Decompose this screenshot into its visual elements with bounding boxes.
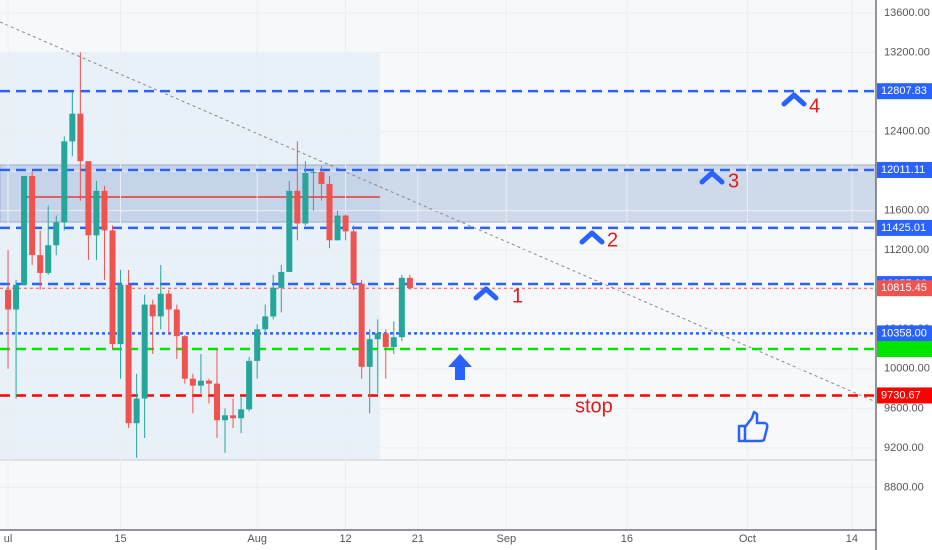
price-label-box xyxy=(877,341,932,358)
x-tick-label: 15 xyxy=(114,533,126,545)
candle-body xyxy=(310,172,317,174)
y-tick-label: 11200.00 xyxy=(884,244,929,256)
annotation: 4 xyxy=(809,95,820,117)
candle-body xyxy=(366,339,373,367)
candle-body xyxy=(141,304,148,399)
annotation: 2 xyxy=(607,229,618,251)
candle-body xyxy=(398,277,405,338)
candle-body xyxy=(334,215,341,241)
candle-body xyxy=(37,255,44,273)
candle-body xyxy=(205,380,212,384)
y-tick-label: 13600.00 xyxy=(884,7,930,19)
price-label: 9730.67 xyxy=(881,389,921,401)
candle-body xyxy=(69,113,76,142)
x-tick-label: 21 xyxy=(412,533,424,545)
annotation: 1 xyxy=(512,285,523,307)
candle-body xyxy=(278,271,285,288)
y-tick-label: 12400.00 xyxy=(884,125,930,137)
price-label: 12011.11 xyxy=(881,164,925,176)
price-label-box xyxy=(877,161,932,178)
up-arrow xyxy=(448,354,472,380)
candle-body xyxy=(342,215,349,232)
price-label-box xyxy=(877,325,932,342)
candle-body xyxy=(133,398,140,424)
x-tick-label: 16 xyxy=(621,533,633,545)
price-label: 11425.01 xyxy=(881,222,926,234)
candle-body xyxy=(238,409,245,419)
candle-body xyxy=(45,245,52,273)
candle-body xyxy=(294,190,301,224)
x-tick-label: Aug xyxy=(247,533,267,545)
y-tick-label: 10000.00 xyxy=(884,363,930,375)
candle-body xyxy=(181,336,188,379)
price-label: 12807.83 xyxy=(881,85,927,97)
candle-body xyxy=(93,190,100,236)
candle-body xyxy=(318,172,325,184)
chevrons xyxy=(473,92,807,301)
candle-body xyxy=(262,316,269,330)
y-tick-label: 9600.00 xyxy=(884,402,924,414)
x-tick-label: 14 xyxy=(846,533,858,545)
candle-body xyxy=(254,329,261,361)
candle-body xyxy=(302,173,309,224)
candle-body xyxy=(101,190,108,231)
candle-body xyxy=(390,337,397,348)
thumbs-up xyxy=(737,410,769,443)
candle-body xyxy=(157,293,164,317)
candle-body xyxy=(350,231,357,284)
candle-body xyxy=(246,360,253,410)
price-label-box xyxy=(877,280,932,297)
candle-body xyxy=(406,277,413,289)
candle-body xyxy=(222,415,229,421)
candle-body xyxy=(197,380,204,386)
candle-body xyxy=(125,284,132,424)
candle-body xyxy=(61,141,68,223)
candle-body xyxy=(358,283,365,367)
y-tick-label: 8800.00 xyxy=(884,481,924,493)
candle-body xyxy=(326,183,333,241)
candle-body xyxy=(270,287,277,317)
price-label: 10815.45 xyxy=(881,282,927,294)
x-tick-label: Oct xyxy=(739,533,756,545)
candle-body xyxy=(374,333,381,340)
price-label-box xyxy=(877,219,932,236)
y-tick-label: 9200.00 xyxy=(884,442,924,454)
y-tick-label: 11600.00 xyxy=(884,205,929,217)
annotation: 3 xyxy=(728,170,739,192)
candle-body xyxy=(189,378,196,386)
candle-body xyxy=(21,176,28,285)
candle-body xyxy=(53,222,60,246)
price-label-box xyxy=(877,83,932,100)
candle-body xyxy=(149,304,156,317)
zone-box xyxy=(0,164,877,223)
x-tick-label: ul xyxy=(4,533,13,545)
candle-body xyxy=(117,284,124,345)
candle-body xyxy=(5,289,12,310)
x-tick-label: 12 xyxy=(339,533,351,545)
candle-body xyxy=(109,230,116,345)
x-tick-label: Sep xyxy=(497,533,517,545)
candle-body xyxy=(77,113,84,162)
candle-body xyxy=(13,284,20,310)
price-label: 10358.00 xyxy=(881,327,927,339)
candle-body xyxy=(230,415,237,419)
price-label-box xyxy=(877,387,932,404)
range-box xyxy=(0,52,380,460)
candle-body xyxy=(29,176,36,256)
candle-body xyxy=(173,309,180,337)
y-tick-label: 13200.00 xyxy=(884,46,930,58)
annotation: stop xyxy=(575,395,613,417)
candle-body xyxy=(165,293,172,310)
candle-body xyxy=(382,333,389,348)
candle-body xyxy=(286,190,293,272)
candle-body xyxy=(85,161,92,236)
candle-body xyxy=(213,383,220,421)
